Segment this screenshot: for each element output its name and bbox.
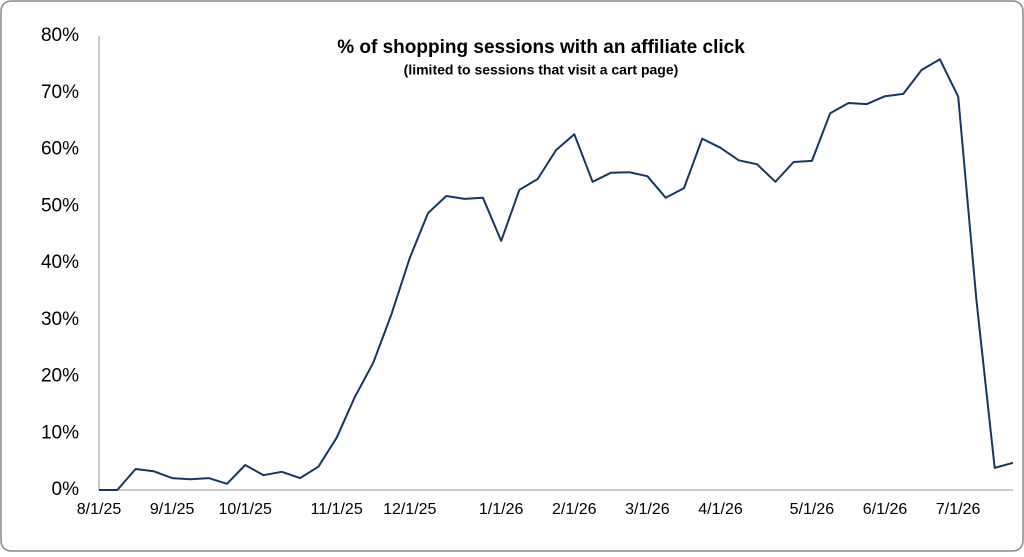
y-tick-label: 80% <box>41 25 79 46</box>
x-tick-label: 2/1/26 <box>552 501 597 518</box>
x-tick-label: 3/1/26 <box>625 501 670 518</box>
y-tick-label: 10% <box>41 422 79 443</box>
x-tick-label: 6/1/26 <box>863 501 908 518</box>
x-tick-label: 8/1/25 <box>77 501 122 518</box>
x-tick-label: 4/1/26 <box>698 501 743 518</box>
chart-subtitle: (limited to sessions that visit a cart p… <box>404 62 679 78</box>
x-tick-label: 5/1/26 <box>790 501 835 518</box>
y-tick-label: 20% <box>41 366 79 387</box>
x-tick-label: 10/1/25 <box>219 501 272 518</box>
y-tick-label: 0% <box>52 479 80 500</box>
x-tick-label: 9/1/25 <box>150 501 195 518</box>
x-tick-label: 1/1/26 <box>479 501 524 518</box>
x-tick-label: 12/1/25 <box>383 501 436 518</box>
x-tick-label: 11/1/25 <box>311 501 363 518</box>
data-line <box>99 58 1014 491</box>
y-tick-label: 40% <box>41 252 79 273</box>
y-tick-label: 30% <box>41 309 79 330</box>
y-tick-label: 50% <box>41 195 79 216</box>
chart-title: % of shopping sessions with an affiliate… <box>337 37 745 58</box>
y-tick-label: 70% <box>41 82 79 103</box>
x-tick-label: 7/1/26 <box>936 501 981 518</box>
y-tick-label: 60% <box>41 139 79 160</box>
